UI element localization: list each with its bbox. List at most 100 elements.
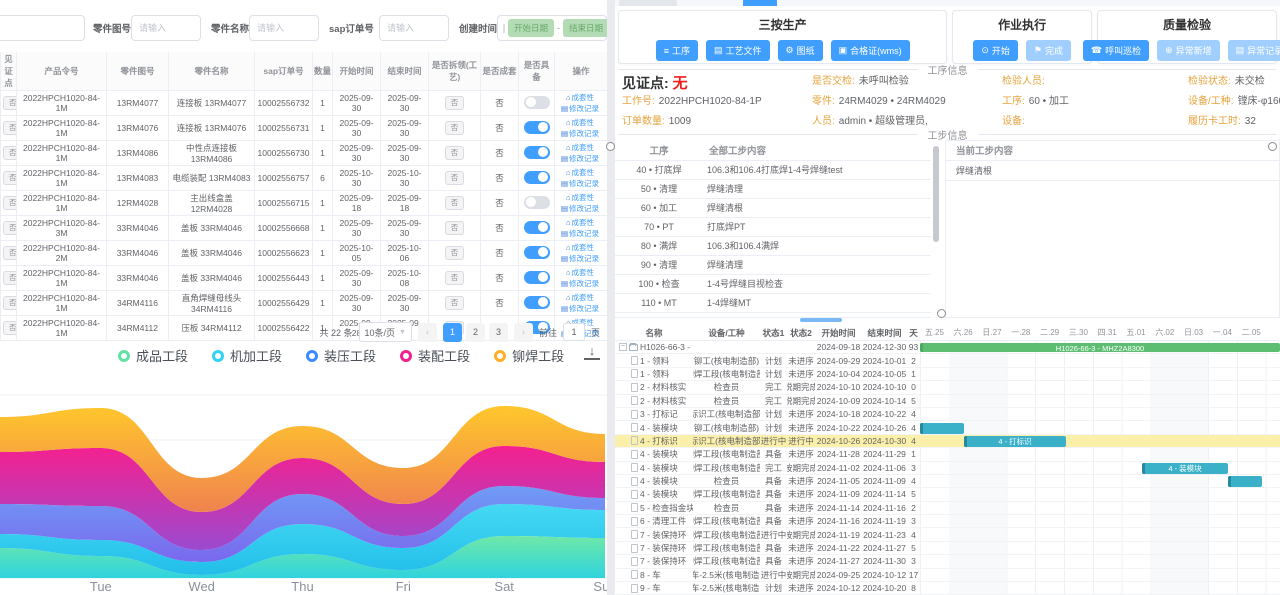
button-异常记录[interactable]: ▤ 异常记录 [1227, 40, 1280, 61]
horizontal-scrollbar[interactable] [800, 318, 842, 322]
gantt-bar[interactable] [1228, 476, 1262, 488]
gantt-row[interactable]: 1 - 领料 铆工(核电制造部) 计划 未进序 2024-09-29 2024-10-01… [615, 354, 1280, 368]
op-link-home-icon[interactable]: ⌂成套性 [565, 193, 595, 202]
gantt-row[interactable]: 1 - 领料 铆焊工段(核电制造部) 计划未进序2024-10-042024-10-… [615, 368, 1280, 382]
tab-inactive[interactable] [619, 0, 677, 6]
next-page-button[interactable]: › [513, 322, 533, 342]
gantt-row[interactable]: 4 - 装模块 铆焊工段(核电制造部) 完工按期完成2024-11-022024-1… [615, 462, 1280, 475]
op-link-record-icon[interactable]: ▤修改记录 [560, 154, 600, 163]
gantt-row[interactable]: 4 - 装模块 检查员 具备 未进序 2024-11-05 2024-11-09 4 [615, 475, 1280, 489]
op-link-record-icon[interactable]: ▤修改记录 [560, 129, 600, 138]
gantt-bar[interactable]: 4 - 装模块 [1142, 462, 1228, 474]
ready-toggle[interactable] [523, 270, 550, 284]
vertical-scrollbar[interactable] [933, 146, 939, 242]
witness-pill[interactable]: 否 [3, 146, 16, 160]
op-link-record-icon[interactable]: ▤修改记录 [560, 104, 600, 113]
button-呼叫巡检[interactable]: ☎ 呼叫巡检 [1082, 40, 1150, 61]
witness-pill[interactable]: 否 [3, 221, 16, 235]
button-工艺文件[interactable]: ▤ 工艺文件 [705, 40, 770, 61]
split-pill[interactable]: 否 [444, 96, 465, 110]
gantt-row[interactable]: 7 - 装保持环铆焊工段(核电制造部) 具备未进序2024-11-272024-1… [615, 555, 1280, 569]
witness-pill[interactable]: 否 [3, 121, 16, 135]
op-link-record-icon[interactable]: ▤修改记录 [560, 254, 600, 263]
op-link-home-icon[interactable]: ⌂成套性 [565, 93, 595, 102]
button-工序[interactable]: ≡ 工序 [655, 40, 698, 61]
ready-toggle[interactable] [523, 295, 550, 309]
split-pill[interactable]: 否 [444, 196, 465, 210]
page-size-select[interactable]: 10条/页 ▼ [358, 322, 412, 342]
witness-pill[interactable]: 否 [3, 196, 16, 210]
partial-filter-input[interactable] [0, 15, 85, 41]
op-link-home-icon[interactable]: ⌂成套性 [565, 293, 595, 302]
button-图纸[interactable]: ⚙ 图纸 [777, 40, 823, 61]
split-pill[interactable]: 否 [444, 246, 465, 260]
op-link-record-icon[interactable]: ▤修改记录 [560, 179, 600, 188]
date-checkbox[interactable] [503, 23, 505, 33]
ready-toggle[interactable] [523, 120, 550, 134]
split-pill[interactable]: 否 [444, 146, 465, 160]
ready-toggle[interactable] [523, 245, 550, 259]
gantt-row[interactable]: 7 - 装保持环铆焊工段(核电制造部) 具备未进序2024-11-222024-1… [615, 542, 1280, 556]
selection-handle-bottom[interactable] [937, 309, 946, 318]
button-开始[interactable]: ⊙ 开始 [973, 40, 1018, 61]
end-date-pill[interactable]: 结束日期 [563, 19, 610, 37]
op-link-home-icon[interactable]: ⌂成套性 [565, 118, 595, 127]
ready-toggle[interactable] [523, 170, 550, 184]
legend-item-机加工段[interactable]: 机加工段 [212, 346, 282, 365]
gantt-bar[interactable]: 4 - 打标识 [964, 435, 1066, 447]
split-pill[interactable]: 否 [444, 121, 465, 135]
op-link-record-icon[interactable]: ▤修改记录 [560, 204, 600, 213]
page-button-1[interactable]: 1 [442, 322, 462, 342]
op-link-home-icon[interactable]: ⌂成套性 [565, 218, 595, 227]
ready-toggle[interactable] [523, 220, 550, 234]
ready-toggle[interactable] [523, 145, 550, 159]
gantt-row[interactable]: 4 - 装模块 铆焊工段(核电制造部) 具备未进序2024-11-282024-11… [615, 448, 1280, 462]
witness-pill[interactable]: 否 [3, 296, 16, 310]
gantt-bar[interactable] [920, 422, 964, 434]
ready-toggle[interactable] [523, 95, 550, 109]
op-link-home-icon[interactable]: ⌂成套性 [565, 268, 595, 277]
part-name-input[interactable] [249, 15, 319, 41]
op-link-record-icon[interactable]: ▤修改记录 [560, 279, 600, 288]
witness-pill[interactable]: 否 [3, 96, 16, 110]
download-icon[interactable]: ↓ [584, 344, 600, 360]
ready-toggle[interactable] [523, 195, 550, 209]
gantt-bar[interactable]: H1026-66-3 - MHZ2A8300 [920, 343, 1280, 353]
op-link-home-icon[interactable]: ⌂成套性 [566, 318, 594, 327]
split-pill[interactable]: 否 [444, 296, 465, 310]
create-time-range-picker[interactable]: 开始日期 - 结束日期 [497, 15, 610, 41]
button-合格证(wms)[interactable]: ▣ 合格证(wms) [830, 40, 910, 61]
legend-item-成品工段[interactable]: 成品工段 [118, 346, 188, 365]
op-link-home-icon[interactable]: ⌂成套性 [565, 168, 595, 177]
op-link-record-icon[interactable]: ▤修改记录 [560, 229, 600, 238]
op-link-home-icon[interactable]: ⌂成套性 [565, 243, 595, 252]
tab-active[interactable] [743, 0, 777, 6]
witness-pill[interactable]: 否 [3, 171, 16, 185]
legend-item-装压工段[interactable]: 装压工段 [306, 346, 376, 365]
legend-item-铆焊工段[interactable]: 铆焊工段 [494, 346, 564, 365]
page-button-3[interactable]: 3 [488, 322, 508, 342]
gantt-row[interactable]: 9 - 车 立车-2.5米(核电制造部) 计划未进序2024-10-122024-1… [615, 582, 1280, 595]
split-pill[interactable]: 否 [444, 221, 465, 235]
split-pill[interactable]: 否 [444, 171, 465, 185]
gantt-row[interactable]: 3 - 打标记 标识工(核电制造部) 计划 未进序 2024-10-18 2024-10-… [615, 408, 1280, 422]
gantt-row[interactable]: 7 - 装保持环铆焊工段(核电制造部)进行中按期完成2024-11-192024… [615, 528, 1280, 542]
page-button-2[interactable]: 2 [465, 322, 485, 342]
gantt-row[interactable]: 2 - 材料核实 检查员 完工 脱期完成 2024-10-10 2024-10-10 0 [615, 381, 1280, 395]
legend-item-装配工段[interactable]: 装配工段 [400, 346, 470, 365]
gantt-row[interactable]: − H1026-66-3 - MHZ2A8300 2024-09-182024-12… [615, 341, 1280, 355]
gantt-row[interactable]: 4 - 装模块 铆工(核电制造部) 计划 未进序 2024-10-22 2024-10-2… [615, 421, 1280, 435]
gantt-row[interactable]: 4 - 打标识 标识工(核电制造部) 进行中 进行中 2024-10-26 2024-10… [615, 434, 1280, 449]
op-link-record-icon[interactable]: ▤修改记录 [560, 304, 600, 313]
jump-page-input[interactable] [562, 323, 585, 341]
gantt-row[interactable]: 6 - 清理工件铆焊工段(核电制造部) 具备未进序2024-11-162024-1… [615, 515, 1280, 529]
button-完成[interactable]: ⚑ 完成 [1025, 40, 1071, 61]
start-date-pill[interactable]: 开始日期 [508, 19, 555, 37]
sap-order-input[interactable] [379, 15, 449, 41]
gantt-row[interactable]: 2 - 材料核实 检查员 完工 脱期完成 2024-10-09 2024-10-14 5 [615, 395, 1280, 408]
witness-pill[interactable]: 否 [3, 246, 16, 260]
gantt-row[interactable]: 4 - 装模块 铆焊工段(核电制造部) 具备未进序2024-11-092024-11… [615, 488, 1280, 502]
drawing-no-input[interactable] [131, 15, 201, 41]
op-link-home-icon[interactable]: ⌂成套性 [565, 143, 595, 152]
